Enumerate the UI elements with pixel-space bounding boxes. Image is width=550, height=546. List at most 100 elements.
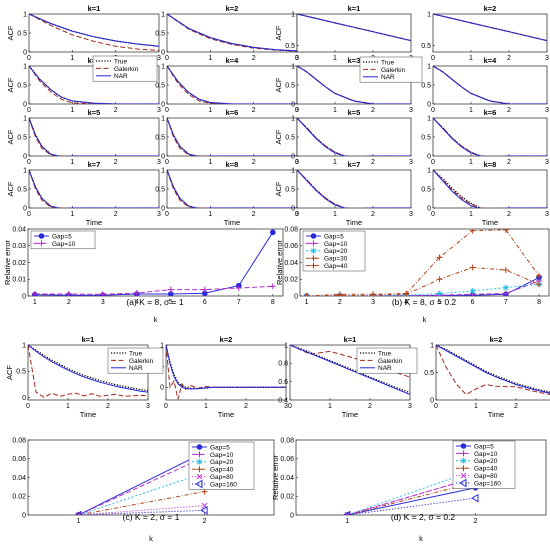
x-axis-label: k (423, 315, 427, 324)
y-tick-label: 0.5 (155, 134, 165, 141)
data-point (133, 289, 140, 296)
data-point (502, 267, 509, 274)
plot-frame (296, 117, 412, 157)
x-tick-label: 1 (66, 403, 70, 410)
x-tick-label: 1 (33, 299, 37, 306)
x-tick-label: 3 (157, 55, 161, 62)
legend-label: True (129, 350, 143, 357)
x-tick-label: 0 (27, 211, 31, 218)
x-tick-label: 1 (305, 299, 309, 306)
y-tick-label: 0 (22, 293, 26, 300)
series-line-gap-5 (78, 451, 205, 515)
plot-frame (28, 169, 160, 209)
series-line-gap-10 (306, 280, 540, 296)
x-tick-label: 1 (333, 211, 337, 218)
plot-frame (432, 117, 548, 157)
x-tick-label: 3 (408, 403, 412, 410)
plot-frame (432, 65, 548, 105)
legend-marker (196, 451, 203, 458)
series-line-gap-40 (78, 491, 205, 515)
legend-label: Gap=10 (52, 241, 76, 248)
legend-label: Gap=20 (210, 459, 234, 466)
y-tick-label: 0 (291, 101, 295, 108)
y-axis-label: ACF (5, 365, 14, 380)
x-tick-label: 2 (106, 403, 110, 410)
series-group (31, 229, 276, 296)
x-tick-label: 8 (271, 299, 275, 306)
x-tick-label: 0 (165, 107, 169, 114)
legend-label: Galerkin (129, 358, 154, 365)
series-line-gap-10 (34, 285, 273, 295)
y-tick-label: 0.5 (285, 186, 295, 193)
y-tick-label: 0.5 (285, 82, 295, 89)
y-tick-label: 0.06 (12, 456, 26, 463)
legend-marker (459, 478, 467, 488)
series-line-gap-160 (78, 509, 205, 515)
data-point (536, 272, 543, 279)
legend-label: Gap=5 (210, 444, 230, 451)
y-axis-label: ACF (6, 77, 15, 92)
y-tick-label: 0 (427, 205, 431, 212)
x-tick-label: 1 (77, 518, 81, 525)
y-tick-label: 1 (430, 342, 434, 349)
x-tick-label: 1 (70, 55, 74, 62)
x-axis-label: Time (488, 410, 504, 419)
x-tick-label: 0 (434, 403, 438, 410)
series-line-true (28, 345, 148, 392)
y-tick-label: 0 (427, 153, 431, 160)
x-tick-label: 2 (507, 107, 511, 114)
y-tick-label: 0 (161, 205, 165, 212)
data-point (436, 290, 443, 296)
series-line-galerkin (167, 66, 297, 104)
data-point (31, 290, 38, 296)
x-tick-label: 6 (203, 299, 207, 306)
y-tick-label: 0.5 (421, 43, 431, 50)
x-tick-label: 4 (135, 299, 139, 306)
y-tick-label: 0.06 (280, 456, 294, 463)
legend-box (359, 56, 423, 83)
legend-label: NAR (381, 74, 395, 81)
x-tick-label: 7 (237, 299, 241, 306)
legend-label: Gap=40 (474, 466, 498, 473)
y-tick-label: 0.01 (12, 277, 26, 284)
series-line-galerkin (167, 118, 297, 156)
x-axis-label: Time (80, 410, 96, 419)
y-tick-label: 1 (161, 115, 165, 122)
x-tick-label: 0 (27, 159, 31, 166)
panel-b2: 0 1 2 3 0.5 1 k=2 (421, 4, 549, 62)
y-tick-label: 0.5 (421, 82, 431, 89)
series-group (297, 170, 411, 208)
x-axis-label: Time (482, 218, 498, 227)
x-tick-label: 2 (67, 299, 71, 306)
series-line-galerkin (28, 345, 148, 398)
y-tick-label: 0.5 (17, 82, 27, 89)
series-group (29, 170, 159, 208)
y-tick-label: 0.02 (284, 277, 298, 284)
plot-frame (165, 344, 287, 401)
x-axis-label: Time (342, 410, 358, 419)
x-tick-label: 3 (157, 211, 161, 218)
x-tick-label: 2 (507, 159, 511, 166)
panel-title: k=1 (82, 335, 95, 344)
x-tick-label: 2 (252, 159, 256, 166)
series-line-nar (297, 170, 411, 208)
y-tick-label: 0.5 (421, 186, 431, 193)
x-tick-label: 1 (333, 107, 337, 114)
plot-frame (28, 117, 160, 157)
x-tick-label: 3 (545, 211, 549, 218)
x-tick-label: 2 (244, 403, 248, 410)
x-tick-label: 1 (333, 159, 337, 166)
series-group (29, 14, 159, 51)
x-tick-label: 0 (295, 55, 299, 62)
legend-marker (310, 262, 317, 269)
panel-a4: 0 1 2 300.51k=4 (155, 56, 299, 114)
y-tick-label: 0 (290, 512, 294, 519)
x-tick-label: 0 (295, 211, 299, 218)
panel-title: k=6 (484, 108, 497, 117)
